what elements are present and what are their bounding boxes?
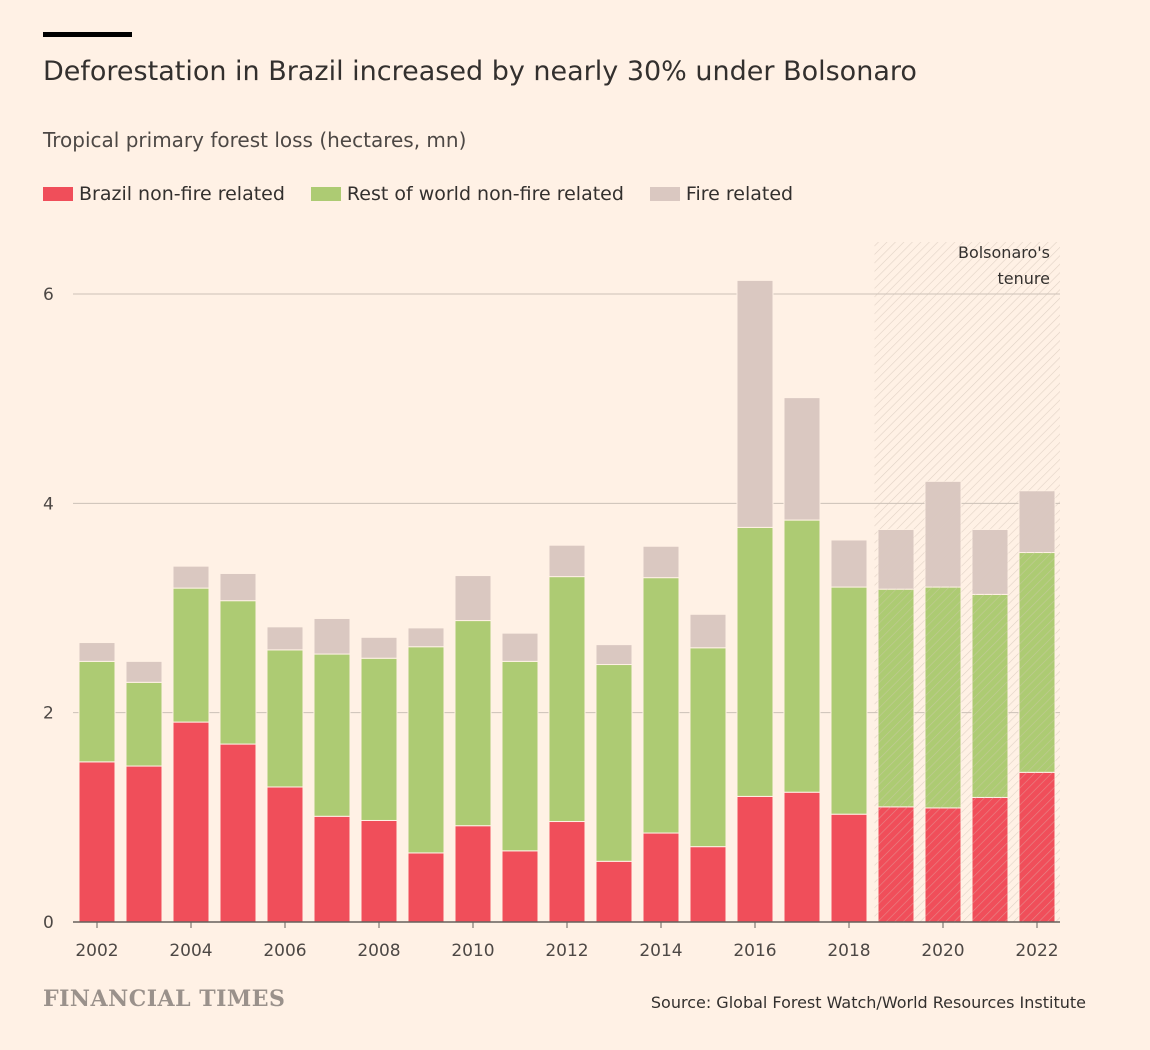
ft-top-bar [43, 32, 132, 37]
bar-rest-2013 [595, 664, 633, 862]
bar-rest-2008 [360, 657, 398, 821]
x-tick-label: 2010 [451, 941, 494, 961]
y-tick-label: 2 [43, 704, 54, 724]
bar-rest-2007 [313, 653, 351, 817]
legend-label: Brazil non-fire related [79, 183, 285, 205]
legend-swatch-brazil [43, 187, 73, 201]
bar-hatch-2022 [1019, 490, 1055, 922]
bar-fire-2004 [172, 565, 210, 589]
bar-brazil-2011 [501, 850, 539, 923]
x-tick-label: 2004 [169, 941, 212, 961]
bar-fire-2012 [548, 544, 586, 578]
legend-item-fire: Fire related [649, 183, 794, 205]
bar-brazil-2007 [313, 815, 351, 923]
ft-logo: FINANCIAL TIMES [43, 986, 286, 1012]
bar-brazil-2006 [266, 786, 304, 923]
y-tick-label: 0 [43, 913, 54, 933]
source-note: Source: Global Forest Watch/World Resour… [650, 993, 1086, 1012]
bar-rest-2009 [407, 646, 445, 854]
bar-rest-2018 [830, 586, 868, 815]
legend-label: Rest of world non-fire related [346, 183, 624, 205]
x-tick-label: 2014 [639, 941, 682, 961]
bar-hatch-2020 [925, 481, 961, 922]
x-tick-label: 2018 [827, 941, 870, 961]
bar-fire-2015 [689, 613, 727, 649]
legend-swatch-rest [310, 187, 341, 201]
legend-item-rest: Rest of world non-fire related [310, 183, 624, 205]
legend-item-brazil: Brazil non-fire related [43, 183, 285, 205]
tenure-label: tenure [998, 269, 1050, 288]
bar-rest-2003 [125, 681, 163, 767]
bar-rest-2014 [642, 577, 680, 834]
y-tick-label: 6 [43, 285, 54, 305]
legend: Brazil non-fire related Rest of world no… [43, 183, 793, 205]
bar-rest-2006 [266, 649, 304, 788]
bar-brazil-2017 [783, 791, 821, 923]
bar-rest-2005 [219, 600, 257, 745]
x-tick-label: 2016 [733, 941, 776, 961]
bar-brazil-2014 [642, 832, 680, 923]
bar-fire-2013 [595, 644, 633, 666]
bar-brazil-2002 [78, 761, 116, 923]
bar-brazil-2008 [360, 819, 398, 923]
bar-fire-2005 [219, 572, 257, 602]
bar-rest-2012 [548, 576, 586, 823]
bar-fire-2014 [642, 545, 680, 579]
x-tick-label: 2012 [545, 941, 588, 961]
bar-rest-2015 [689, 647, 727, 848]
bar-rest-2016 [736, 526, 774, 797]
bar-fire-2011 [501, 632, 539, 662]
bar-rest-2010 [454, 620, 492, 827]
bar-hatch-2021 [972, 529, 1008, 922]
bar-brazil-2009 [407, 852, 445, 923]
bar-fire-2007 [313, 617, 351, 655]
y-tick-label: 4 [43, 494, 54, 514]
chart-subtitle: Tropical primary forest loss (hectares, … [43, 128, 467, 152]
bar-fire-2018 [830, 539, 868, 588]
x-tick-label: 2020 [921, 941, 964, 961]
tenure-label: Bolsonaro's [958, 243, 1050, 262]
bar-brazil-2004 [172, 721, 210, 923]
x-tick-label: 2022 [1015, 941, 1058, 961]
bar-fire-2016 [736, 279, 774, 528]
bar-brazil-2016 [736, 795, 774, 923]
x-tick-label: 2006 [263, 941, 306, 961]
x-tick-label: 2002 [75, 941, 118, 961]
bar-brazil-2013 [595, 860, 633, 923]
bar-rest-2011 [501, 660, 539, 852]
bar-fire-2003 [125, 660, 163, 683]
bar-brazil-2012 [548, 821, 586, 923]
legend-label: Fire related [685, 183, 794, 205]
bar-brazil-2010 [454, 825, 492, 923]
bar-rest-2017 [783, 519, 821, 793]
bar-fire-2017 [783, 397, 821, 521]
bar-fire-2010 [454, 575, 492, 622]
x-tick-label: 2008 [357, 941, 400, 961]
bar-brazil-2005 [219, 743, 257, 923]
legend-swatch-fire [649, 187, 680, 201]
chart-title: Deforestation in Brazil increased by nea… [43, 56, 917, 87]
bar-fire-2009 [407, 627, 445, 648]
bar-brazil-2003 [125, 765, 163, 923]
bar-hatch-2019 [878, 529, 914, 922]
bar-rest-2002 [78, 660, 116, 763]
bar-fire-2006 [266, 626, 304, 651]
bar-brazil-2015 [689, 846, 727, 923]
bar-rest-2004 [172, 587, 210, 723]
bar-fire-2008 [360, 636, 398, 659]
bar-fire-2002 [78, 642, 116, 662]
bar-brazil-2018 [830, 813, 868, 923]
